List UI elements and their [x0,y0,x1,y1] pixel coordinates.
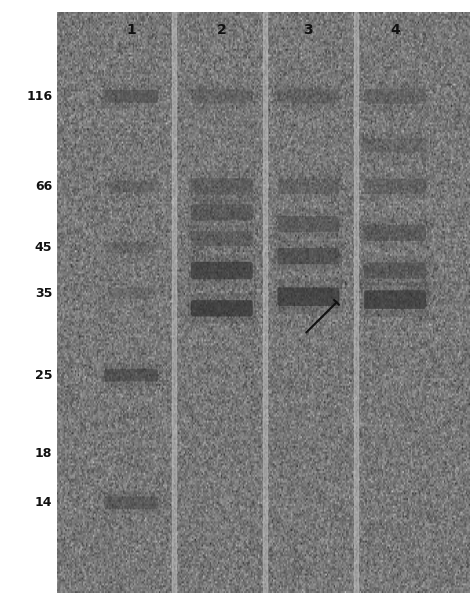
Text: 66: 66 [35,180,52,193]
FancyBboxPatch shape [364,290,426,309]
FancyBboxPatch shape [364,139,426,152]
FancyBboxPatch shape [191,204,253,221]
FancyBboxPatch shape [274,241,343,271]
FancyBboxPatch shape [191,90,253,103]
FancyBboxPatch shape [101,364,161,387]
FancyBboxPatch shape [277,287,339,306]
Text: 25: 25 [35,368,52,382]
FancyBboxPatch shape [105,284,157,304]
FancyBboxPatch shape [105,237,157,257]
Bar [263,12,267,593]
Text: 45: 45 [35,241,52,254]
Text: 35: 35 [35,287,52,300]
FancyBboxPatch shape [191,300,253,316]
FancyBboxPatch shape [188,254,256,287]
FancyBboxPatch shape [361,172,429,200]
Text: 116: 116 [26,90,52,103]
FancyBboxPatch shape [188,197,256,227]
FancyBboxPatch shape [109,288,154,299]
FancyBboxPatch shape [188,171,256,201]
FancyBboxPatch shape [274,83,343,109]
Bar [173,12,176,593]
FancyBboxPatch shape [104,90,158,103]
FancyBboxPatch shape [105,176,157,197]
FancyBboxPatch shape [364,224,426,241]
FancyBboxPatch shape [361,218,429,248]
FancyBboxPatch shape [109,180,154,192]
FancyBboxPatch shape [109,242,154,253]
FancyBboxPatch shape [101,491,161,514]
Text: 14: 14 [35,496,52,509]
Text: 18: 18 [35,447,52,460]
FancyBboxPatch shape [361,255,429,286]
FancyBboxPatch shape [361,133,429,159]
FancyBboxPatch shape [277,216,339,232]
FancyBboxPatch shape [277,179,339,194]
Text: 3: 3 [304,22,313,36]
FancyBboxPatch shape [274,209,343,239]
FancyBboxPatch shape [104,368,158,382]
FancyBboxPatch shape [277,90,339,103]
Text: 2: 2 [217,22,227,36]
FancyBboxPatch shape [361,282,429,317]
FancyBboxPatch shape [277,248,339,264]
Text: 4: 4 [390,22,400,36]
FancyBboxPatch shape [364,179,426,194]
FancyBboxPatch shape [191,178,253,194]
FancyBboxPatch shape [188,225,256,252]
FancyBboxPatch shape [191,262,253,280]
FancyBboxPatch shape [191,231,253,246]
FancyBboxPatch shape [101,85,161,108]
FancyBboxPatch shape [364,263,426,279]
FancyBboxPatch shape [188,293,256,324]
Text: 1: 1 [126,22,136,36]
FancyBboxPatch shape [188,83,256,109]
FancyBboxPatch shape [274,172,343,200]
FancyBboxPatch shape [364,89,426,104]
FancyBboxPatch shape [274,280,343,314]
FancyBboxPatch shape [104,497,158,509]
Bar [354,12,358,593]
FancyBboxPatch shape [361,82,429,110]
